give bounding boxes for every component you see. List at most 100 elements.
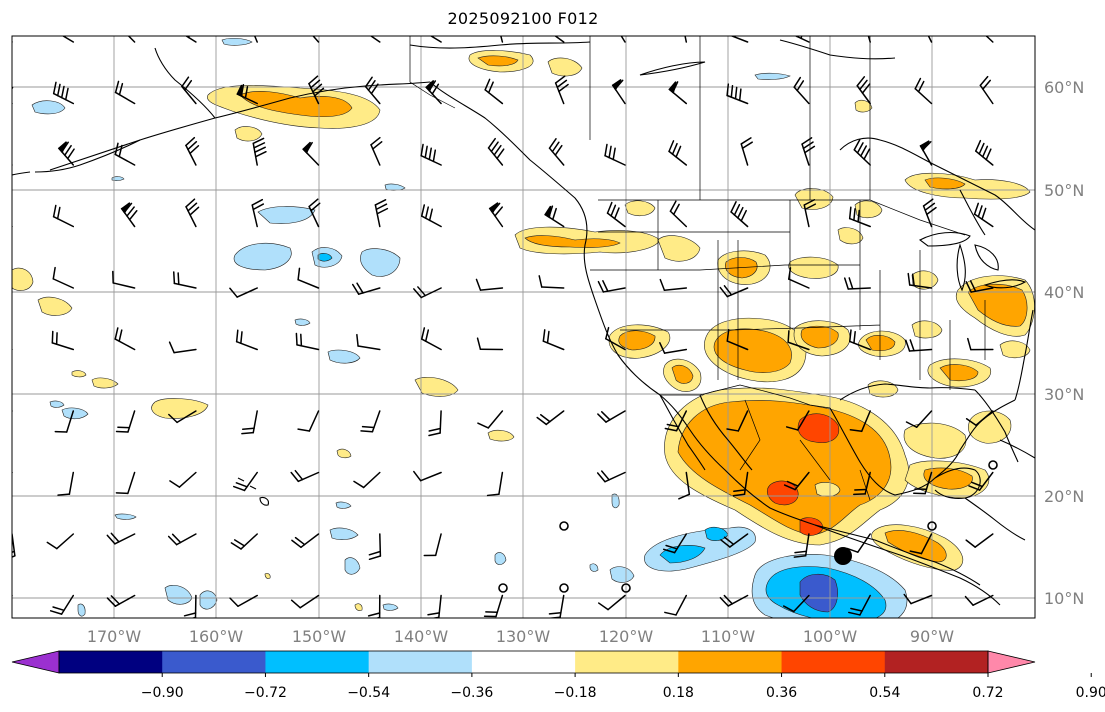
wind-barb-flag (659, 278, 666, 292)
wind-barb-staff (794, 471, 810, 491)
pacific-neg-25 (589, 563, 599, 572)
wind-barb-staff (801, 143, 810, 166)
wind-barb-staff (173, 348, 197, 354)
pacific-neg-22 (335, 501, 352, 509)
wind-barb-flag (548, 205, 554, 218)
wind-barb-flag (977, 17, 982, 27)
wind-barb-staff (978, 471, 994, 491)
wind-barb-flag (983, 23, 988, 33)
wind-barb-flag (493, 144, 502, 156)
wind-barb-staff (420, 287, 442, 299)
wind-barb-flag (252, 203, 265, 211)
nwt-anomaly (547, 57, 583, 77)
pacific-anomaly-4 (151, 398, 209, 419)
baja-anomaly-inner (671, 364, 694, 384)
lake-michigan (956, 243, 966, 292)
wind-barb-flag (64, 87, 69, 101)
wind-barb-staff (793, 86, 810, 105)
wind-barb-flag (172, 271, 176, 285)
wind-barb-staff (12, 410, 13, 412)
wind-barb-flag (189, 145, 200, 155)
colorbar-label: 0.18 (663, 685, 694, 701)
wind-barb-staff (927, 36, 933, 43)
wind-barb-flag (351, 283, 360, 295)
wind-barb-pennant (119, 19, 126, 30)
wind-barb-flag (981, 145, 989, 158)
wind-barb-flag (678, 493, 691, 500)
wind-barb-flag (662, 548, 676, 554)
wind-barb-flag (618, 23, 626, 31)
colorbar-label: 0.72 (972, 685, 1003, 701)
wind-barb-flag (863, 148, 871, 160)
wind-barb-staff (65, 410, 75, 433)
wind-barb-staff (540, 286, 565, 289)
north-america-west-coast (429, 81, 981, 586)
wind-barb-staff (857, 533, 871, 553)
latitude-labels: 10°N 20°N 30°N 40°N 50°N 60°N (1044, 78, 1084, 608)
wind-barb-flag (368, 550, 382, 556)
wind-barb-flag (616, 19, 624, 27)
wind-barb-flag (49, 610, 63, 615)
wind-barb-flag (115, 492, 129, 495)
wind-barb-staff (804, 533, 810, 557)
wind-barb-staff (500, 36, 504, 43)
wind-barb-flag (66, 148, 75, 160)
wind-barb-staff (545, 410, 565, 426)
canada-arctic-anomaly (854, 99, 873, 113)
wind-barb-staff (975, 410, 994, 426)
wind-barb-staff (970, 287, 994, 293)
wind-barb-staff (554, 36, 565, 43)
wind-barb-flag (558, 83, 569, 93)
wind-barb-flag (970, 481, 984, 488)
wind-barb-staff (300, 533, 320, 549)
lat-label: 40°N (1044, 283, 1084, 302)
wind-barb-flag (787, 330, 790, 344)
wind-barb-staff (12, 471, 13, 474)
wind-barb-flag (788, 267, 792, 280)
wind-barb-staff (51, 342, 75, 351)
alaska-anomaly-inner (239, 90, 353, 118)
wind-barb-flag (719, 596, 729, 607)
wind-barb-staff (867, 36, 871, 43)
wind-barb-staff (56, 533, 75, 550)
wind-barb-flag (922, 140, 932, 151)
wind-barb-staff (920, 533, 933, 555)
wind-barb-staff (487, 147, 504, 166)
wind-barb-flag (733, 203, 741, 216)
hawaii-1 (237, 477, 245, 482)
wind-barb-flag (782, 605, 795, 613)
wind-barb-staff (185, 144, 197, 166)
longitude-labels: 170°W 160°W 150°W 140°W 130°W 120°W 110°… (87, 627, 954, 646)
wind-barb-flag (914, 77, 922, 90)
wind-barb-flag (659, 342, 666, 354)
wind-barb-staff (663, 287, 688, 292)
wind-barb-staff (114, 533, 136, 545)
wind-barb-flag (308, 75, 319, 85)
wind-barb-flag (668, 140, 675, 153)
wind-barb-flag (719, 286, 729, 298)
lat-label: 50°N (1044, 181, 1084, 200)
wind-barb-staff (729, 533, 749, 548)
lon-label: 170°W (87, 627, 142, 646)
wind-barb-staff (484, 89, 504, 105)
wind-barb-flag (12, 555, 16, 558)
wind-barb-flag (965, 418, 977, 426)
wind-barb-flag (8, 19, 18, 25)
wind-barb-staff (498, 471, 504, 495)
gulf-anomaly-inner (939, 364, 979, 382)
wind-barb-staff (743, 471, 749, 496)
pacific-neg-east-inner (659, 545, 706, 564)
wind-barb-flag (125, 23, 131, 33)
wind-barb-flag (118, 329, 123, 342)
wind-barb-flag (975, 139, 982, 152)
pacific-neg-19 (61, 407, 89, 420)
colorbar-segments (11, 650, 1036, 674)
coastlines (12, 39, 1035, 606)
wind-barb-flag (356, 333, 359, 347)
wind-barb-staff (853, 149, 871, 166)
wind-barb-flag (685, 29, 695, 34)
wind-barb-flag (368, 555, 382, 561)
wind-barb-staff (420, 215, 442, 228)
wind-barb-flag (169, 480, 181, 488)
colorbar-label: −0.72 (244, 685, 287, 701)
